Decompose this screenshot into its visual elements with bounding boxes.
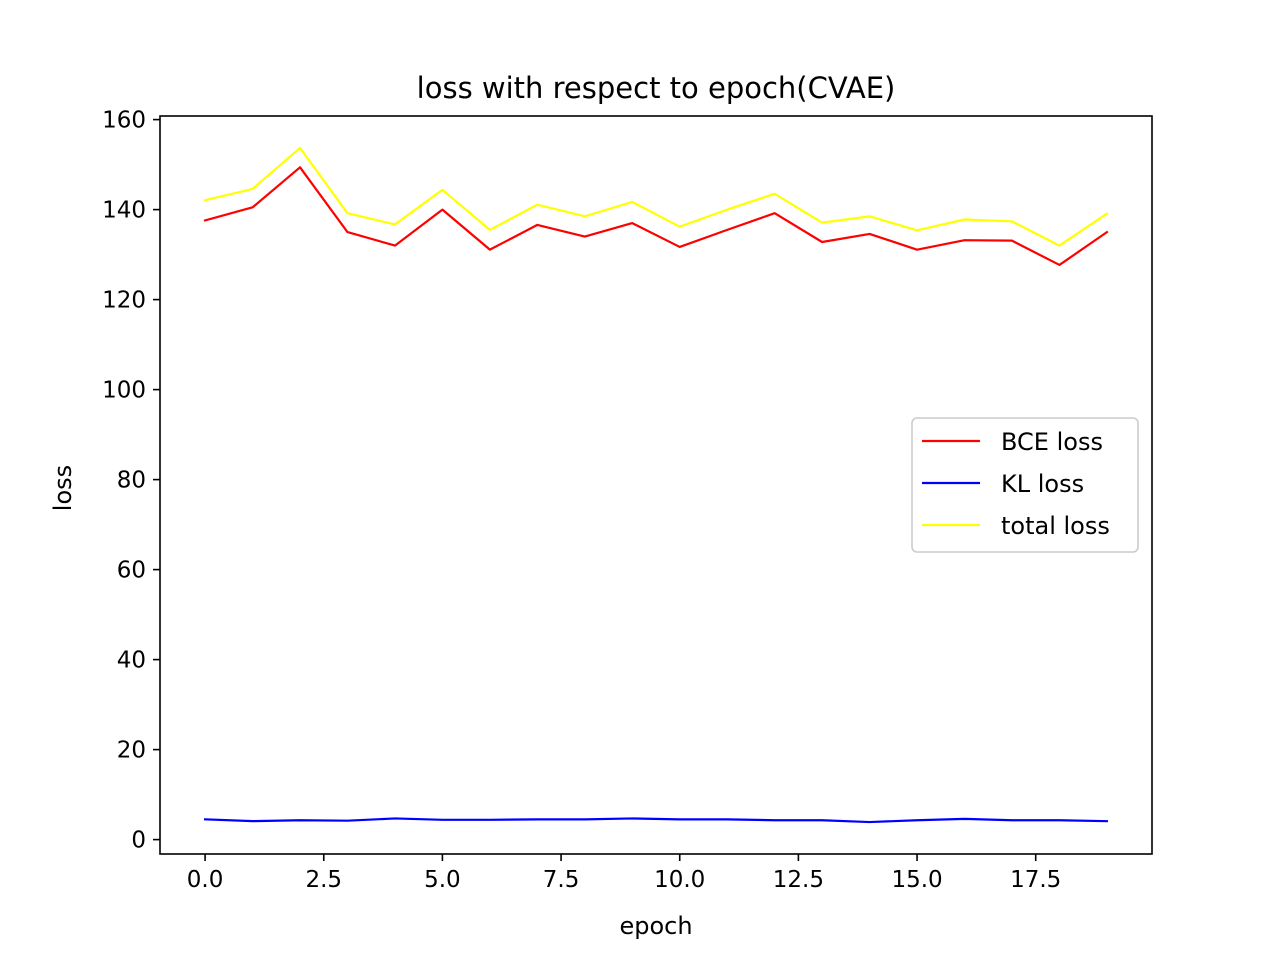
x-tick-label: 2.5 <box>305 867 342 893</box>
x-axis-ticks: 0.0 2.5 5.0 7.5 10.0 12.5 15.0 17.5 <box>187 854 1061 893</box>
series-line-1 <box>203 817 1109 824</box>
x-tick-label: 17.5 <box>1010 867 1061 893</box>
x-tick-label: 7.5 <box>543 867 580 893</box>
series-layer <box>203 146 1109 824</box>
x-tick-label: 0.0 <box>187 867 224 893</box>
series-line-0 <box>203 166 1109 267</box>
y-tick-label: 0 <box>131 828 146 854</box>
legend-items: BCE loss KL loss total loss <box>922 428 1110 540</box>
plot-frame <box>159 115 1153 855</box>
y-tick-label: 60 <box>117 558 146 584</box>
y-tick-label: 100 <box>102 378 146 404</box>
legend: BCE loss KL loss total loss <box>911 417 1139 553</box>
y-axis-label: loss <box>49 465 77 511</box>
chart-title: loss with respect to epoch(CVAE) <box>417 71 896 105</box>
legend-label-1: KL loss <box>1001 470 1084 498</box>
x-tick-label: 10.0 <box>654 867 705 893</box>
x-tick-label: 15.0 <box>891 867 942 893</box>
series-line-2 <box>203 146 1109 247</box>
y-tick-label: 40 <box>117 648 146 674</box>
y-tick-label: 140 <box>102 198 146 224</box>
y-tick-label: 20 <box>117 738 146 764</box>
legend-frame <box>911 417 1139 553</box>
y-tick-label: 120 <box>102 288 146 314</box>
x-tick-label: 12.5 <box>773 867 824 893</box>
x-axis-label: epoch <box>619 912 692 940</box>
y-tick-label: 160 <box>102 108 146 134</box>
legend-label-2: total loss <box>1001 512 1110 540</box>
y-tick-label: 80 <box>117 468 146 494</box>
legend-label-0: BCE loss <box>1001 428 1103 456</box>
plot-area: 0.0 2.5 5.0 7.5 10.0 12.5 15.0 17.5 0 20 40 60 80 10… <box>102 108 1153 893</box>
y-axis-ticks: 0 20 40 60 80 100 120 140 160 <box>102 108 160 854</box>
x-tick-label: 5.0 <box>424 867 461 893</box>
